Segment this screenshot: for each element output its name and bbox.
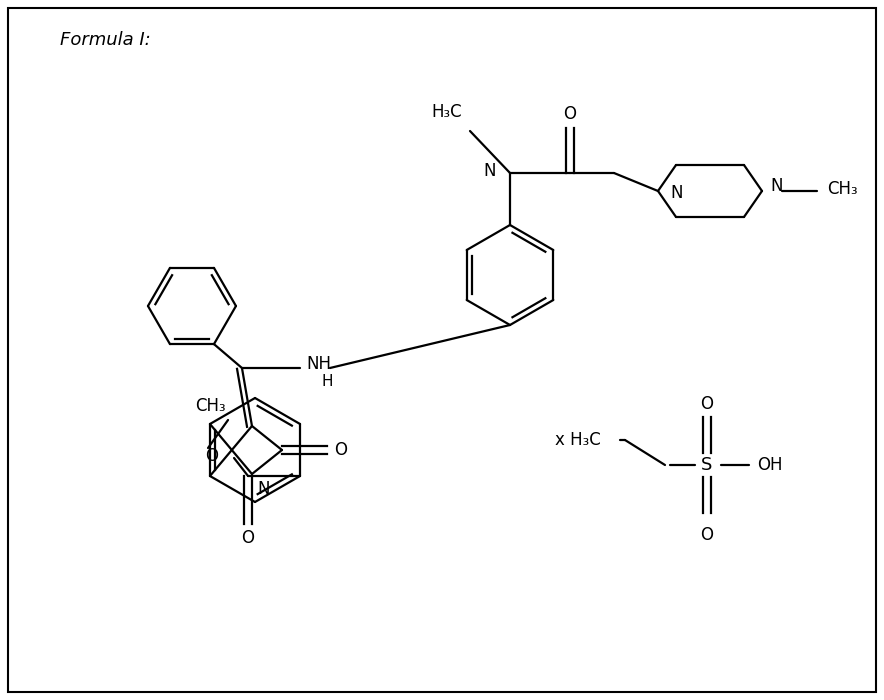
Text: O: O bbox=[241, 529, 255, 547]
Text: O: O bbox=[700, 526, 713, 544]
Text: CH₃: CH₃ bbox=[827, 180, 857, 198]
Text: N: N bbox=[770, 177, 782, 195]
Text: OH: OH bbox=[757, 456, 782, 474]
Text: O: O bbox=[563, 105, 576, 123]
Text: O: O bbox=[700, 395, 713, 413]
Text: S: S bbox=[701, 456, 713, 474]
Text: H₃C: H₃C bbox=[431, 103, 462, 121]
Text: N: N bbox=[258, 480, 271, 498]
Text: O: O bbox=[334, 441, 347, 459]
Text: Formula I:: Formula I: bbox=[60, 31, 151, 49]
Text: x H₃C: x H₃C bbox=[555, 431, 601, 449]
Text: N: N bbox=[484, 162, 496, 180]
Text: CH₃: CH₃ bbox=[194, 397, 225, 415]
Text: H: H bbox=[322, 374, 333, 389]
Text: NH: NH bbox=[306, 355, 331, 373]
Text: N: N bbox=[670, 184, 682, 202]
Text: O: O bbox=[205, 447, 218, 465]
